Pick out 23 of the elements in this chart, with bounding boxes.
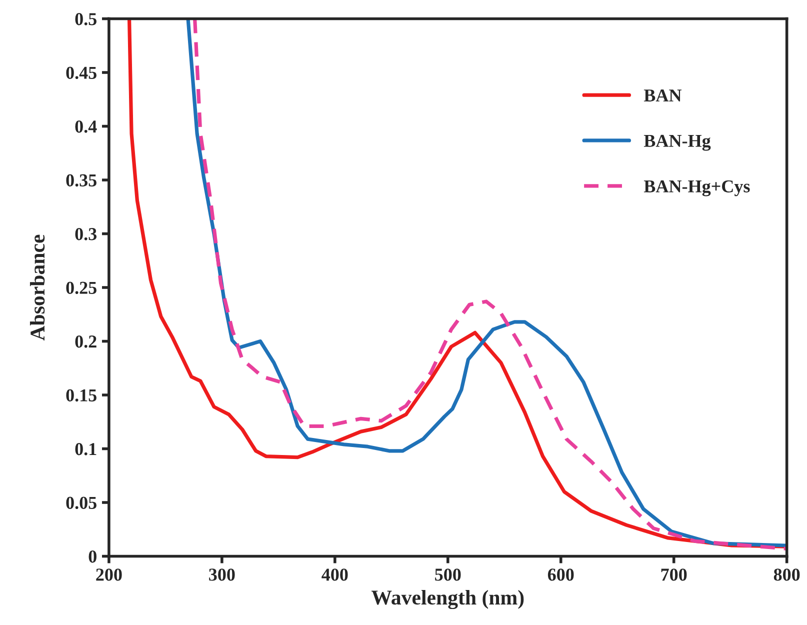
- x-tick-label: 500: [435, 568, 461, 581]
- x-tick-label: 300: [209, 568, 235, 581]
- y-tick-label: 0.05: [66, 496, 96, 510]
- y-tick-label: 0.5: [75, 13, 96, 26]
- y-tick-label: 0.45: [66, 66, 96, 80]
- x-tick-label: 200: [96, 568, 122, 581]
- x-tick-label: 600: [548, 568, 574, 581]
- y-tick-label: 0.1: [75, 443, 96, 456]
- legend-label: BAN-Hg+Cys: [644, 180, 750, 196]
- x-tick-label: 700: [661, 568, 687, 581]
- y-tick-label: 0: [88, 550, 96, 563]
- y-axis-title: Absorbance: [30, 234, 45, 341]
- x-tick-label: 800: [774, 568, 800, 581]
- legend-label: BAN-Hg: [644, 134, 711, 151]
- x-tick-label: 400: [322, 568, 348, 581]
- y-tick-label: 0.25: [66, 282, 96, 294]
- y-tick-label: 0.4: [75, 120, 97, 133]
- y-tick-label: 0.3: [75, 228, 97, 240]
- y-tick-label: 0.35: [66, 174, 96, 187]
- x-axis-title: Wavelength (nm): [372, 590, 524, 610]
- y-tick-label: 0.2: [75, 336, 96, 348]
- y-tick-label: 0.15: [66, 389, 96, 402]
- legend-label: BAN: [644, 89, 682, 102]
